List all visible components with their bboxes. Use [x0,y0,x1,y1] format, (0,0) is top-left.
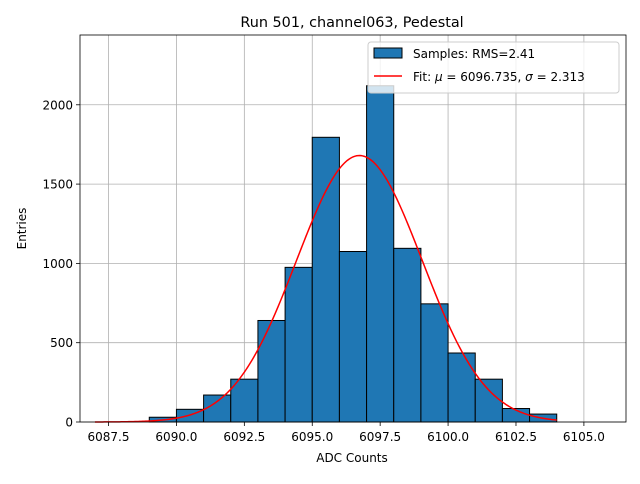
legend-fit-mu-symbol: μ [434,70,443,84]
legend-fit-sigma-value: = 2.313 [533,70,585,84]
y-tick-label-2: 1000 [42,257,73,271]
y-tick-label-3: 1500 [42,178,73,192]
legend: Samples: RMS=2.41 Fit: μ = 6096.735, σ =… [367,41,620,94]
x-tick-label-3: 6095.0 [291,430,333,444]
histogram-bars [148,85,558,423]
histogram-bar-5 [284,266,313,423]
histogram-bar-6 [311,136,340,423]
fit-curve [94,154,557,423]
plot-frame [79,34,627,423]
x-tick-label-5: 6100.0 [427,430,469,444]
fit-curve-group [94,154,557,423]
x-tick-label-0: 6087.5 [88,430,130,444]
x-axis-label: ADC Counts [316,451,388,465]
legend-fit-prefix: Fit: [413,70,435,84]
y-tick-label-4: 2000 [42,98,73,112]
histogram-bar-10 [420,303,449,423]
legend-samples-label: Samples: RMS=2.41 [413,47,535,61]
histogram-bar-3 [230,378,259,423]
x-tick-label-4: 6097.5 [359,430,401,444]
histogram-bar-11 [447,352,476,423]
x-tick-label-2: 6092.5 [223,430,265,444]
legend-fit-mu-value: = 6096.735, [443,70,526,84]
histogram-bar-12 [474,378,503,423]
histogram-bar-2 [203,394,232,423]
y-axis-ticks: 0 500 1000 1500 2000 [42,98,80,430]
y-axis-label: Entries [15,208,29,250]
histogram-bar-9 [393,247,422,423]
histogram-bar-8 [366,85,395,423]
histogram-bar-7 [338,250,368,423]
legend-fit-label: Fit: μ = 6096.735, σ = 2.313 [413,70,585,84]
x-tick-label-1: 6090.0 [155,430,197,444]
x-axis-ticks: 6087.5 6090.0 6092.5 6095.0 6097.5 6100.0 6102… [88,422,605,444]
y-tick-label-0: 0 [65,416,73,430]
x-tick-label-6: 6102.5 [495,430,537,444]
legend-samples-swatch [373,47,403,59]
y-tick-label-1: 500 [50,336,73,350]
histogram-bar-4 [257,319,286,423]
chart-title: Run 501, channel063, Pedestal [240,15,463,31]
legend-fit-sigma-symbol: σ [525,70,533,84]
legend-box [367,41,620,94]
x-tick-label-7: 6105.0 [563,430,605,444]
